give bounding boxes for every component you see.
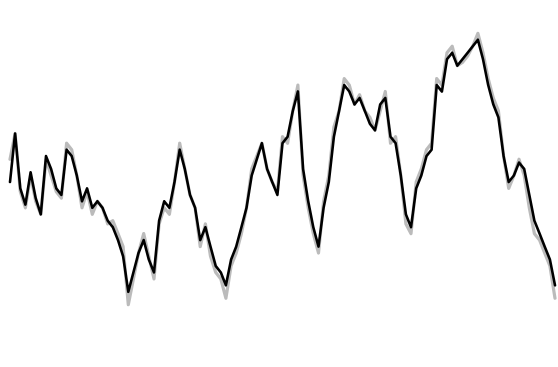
series-layer	[8, 31, 557, 307]
series-line-2	[8, 38, 557, 294]
series-line-1	[8, 31, 557, 307]
